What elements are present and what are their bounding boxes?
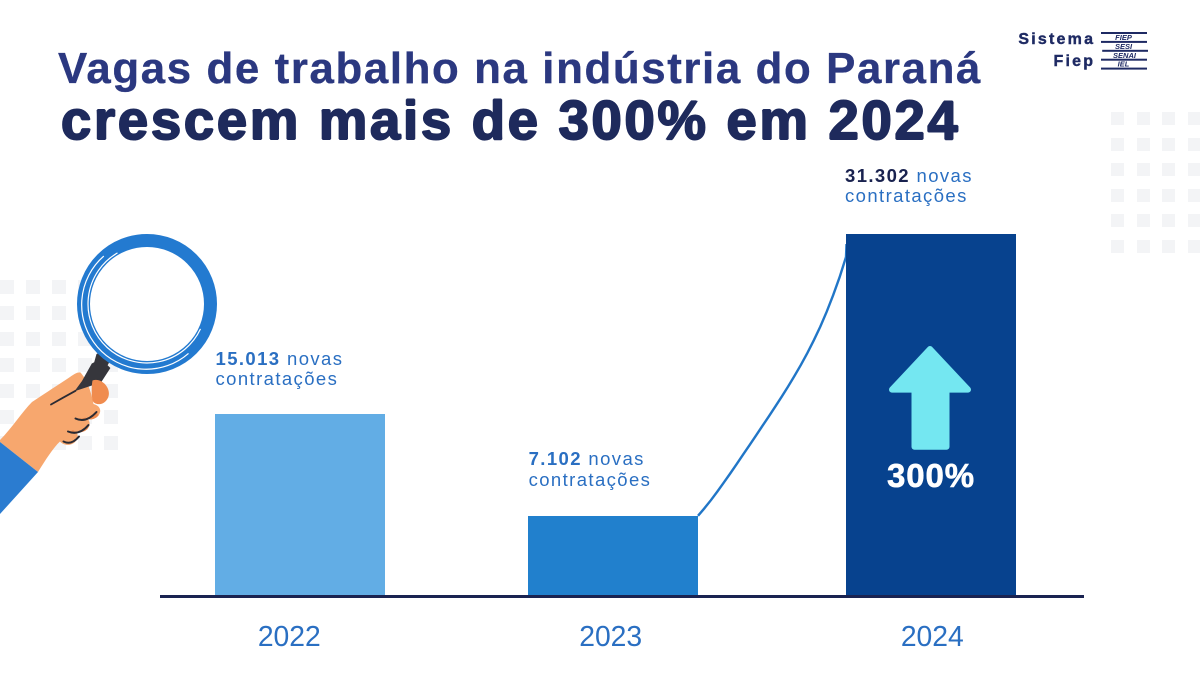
svg-text:FIEP: FIEP — [1115, 33, 1133, 42]
svg-text:IEL: IEL — [1118, 60, 1130, 69]
svg-text:SENAI: SENAI — [1113, 51, 1137, 60]
svg-text:SESI: SESI — [1115, 42, 1133, 51]
